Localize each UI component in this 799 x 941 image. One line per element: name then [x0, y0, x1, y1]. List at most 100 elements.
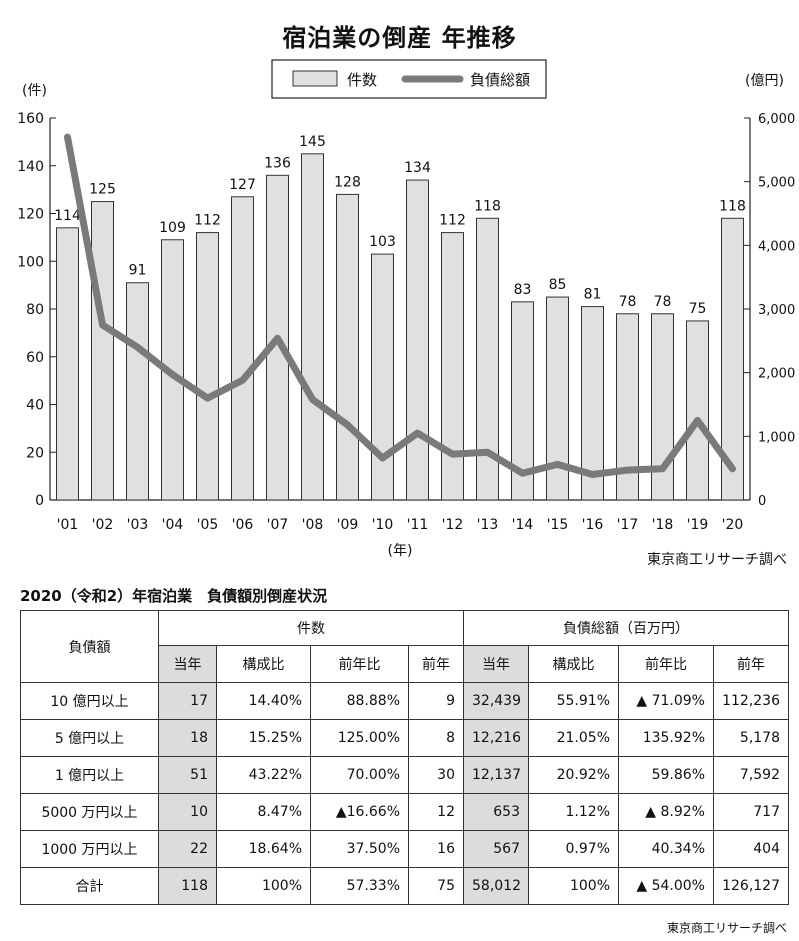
- table-cell: 58,012: [463, 867, 529, 905]
- table-cell: ▲ 71.09%: [618, 682, 714, 720]
- line-point: [311, 398, 314, 401]
- subheader: 前年: [713, 645, 789, 683]
- table-cell: 10: [158, 793, 217, 831]
- x-tick-label: '16: [582, 517, 604, 533]
- bar-data-label: 91: [129, 263, 147, 279]
- bar-data-label: 128: [334, 174, 361, 190]
- x-tick-label: '06: [232, 517, 254, 533]
- tick-label-left: 160: [17, 111, 44, 127]
- table-row: 1000 万円以上 22 18.64% 37.50% 16 567 0.97% 40.34% 4…: [20, 830, 789, 868]
- table-cell: 51: [158, 756, 217, 794]
- table-cell: 7,592: [713, 756, 789, 794]
- x-tick-label: '11: [407, 517, 429, 533]
- x-tick-label: '20: [722, 517, 744, 533]
- row-label: 1000 万円以上: [20, 830, 159, 868]
- group-debt-header: 負債総額（百万円）: [463, 610, 789, 646]
- debt-table: 負債額 件数 負債総額（百万円） 当年 構成比 前年比 前年 当年 構成比 前年…: [20, 610, 789, 905]
- x-tick-label: '09: [337, 517, 359, 533]
- bar: [56, 227, 79, 501]
- row-label: 10 億円以上: [20, 682, 159, 720]
- x-tick-label: '08: [302, 517, 324, 533]
- table-cell: 0.97%: [528, 830, 619, 868]
- bar-data-label: 78: [619, 294, 637, 310]
- line-point: [136, 346, 139, 349]
- line-point: [171, 373, 174, 376]
- bar: [336, 193, 359, 501]
- x-tick-label: '14: [512, 517, 534, 533]
- table-cell: 21.05%: [528, 719, 619, 757]
- bar: [301, 153, 324, 501]
- table-cell: 125.00%: [310, 719, 409, 757]
- x-tick-label: '07: [267, 517, 289, 533]
- table-cell: 8.47%: [216, 793, 311, 831]
- table-cell: 55.91%: [528, 682, 619, 720]
- bar: [441, 232, 464, 501]
- bar: [546, 296, 569, 501]
- bar-data-label: 83: [514, 282, 532, 298]
- table-cell: 57.33%: [310, 867, 409, 905]
- bar: [581, 306, 604, 501]
- row-label: 1 億円以上: [20, 756, 159, 794]
- bar: [511, 301, 534, 501]
- tick-label-left: 40: [26, 398, 44, 414]
- line-point: [696, 419, 699, 422]
- tick-label-left: 0: [35, 493, 44, 509]
- bar: [231, 196, 254, 501]
- bar: [721, 217, 744, 501]
- bar: [651, 313, 674, 501]
- line-point: [591, 473, 594, 476]
- y-axis-label-left: (件): [22, 83, 47, 99]
- table-row: 1 億円以上 51 43.22% 70.00% 30 12,137 20.92% 59.86%…: [20, 756, 789, 794]
- table-cell: ▲ 54.00%: [618, 867, 714, 905]
- x-tick-label: '15: [547, 517, 569, 533]
- table-cell: 653: [463, 793, 529, 831]
- bar-data-label: 112: [439, 213, 466, 229]
- table-row: 5 億円以上 18 15.25% 125.00% 8 12,216 21.05% 135.92…: [20, 719, 789, 757]
- table-cell: 30: [408, 756, 464, 794]
- bar-data-label: 78: [654, 294, 672, 310]
- bar-data-label: 103: [369, 234, 396, 250]
- bar-data-label: 136: [264, 155, 291, 171]
- bar: [476, 217, 499, 501]
- table-cell: 75: [408, 867, 464, 905]
- line-point: [66, 136, 69, 139]
- line-point: [276, 337, 279, 340]
- table-row: 5000 万円以上 10 8.47% ▲16.66% 12 653 1.12% ▲ 8.92%…: [20, 793, 789, 831]
- bar: [406, 179, 429, 501]
- tick-label-left: 60: [26, 350, 44, 366]
- table-cell: 100%: [528, 867, 619, 905]
- table-cell: 8: [408, 719, 464, 757]
- tick-label-left: 120: [17, 207, 44, 223]
- table-cell: ▲16.66%: [310, 793, 409, 831]
- legend-label-count: 件数: [347, 71, 377, 89]
- table-row: 10 億円以上 17 14.40% 88.88% 9 32,439 55.91% ▲ 71.0…: [20, 682, 789, 720]
- bar-data-label: 112: [194, 213, 221, 229]
- line-point: [241, 379, 244, 382]
- x-tick-label: '04: [162, 517, 184, 533]
- table-cell: 126,127: [713, 867, 789, 905]
- table-cell: 14.40%: [216, 682, 311, 720]
- tick-label-right: 0: [758, 494, 766, 509]
- table-cell: 12,216: [463, 719, 529, 757]
- subheader: 前年比: [618, 645, 714, 683]
- subheader: 構成比: [528, 645, 619, 683]
- x-tick-label: '17: [617, 517, 639, 533]
- x-tick-label: '18: [652, 517, 674, 533]
- table-cell: 717: [713, 793, 789, 831]
- table-cell: 22: [158, 830, 217, 868]
- bar: [91, 201, 114, 501]
- x-tick-label: '19: [687, 517, 709, 533]
- line-point: [521, 472, 524, 475]
- table-cell: 1.12%: [528, 793, 619, 831]
- subheader: 前年比: [310, 645, 409, 683]
- chart: 0 20 40 60 80 100 120 140 160 0 1,000 2,000 3,000 4,0…: [17, 59, 795, 559]
- subheader: 構成比: [216, 645, 311, 683]
- x-tick-label: '02: [92, 517, 114, 533]
- bar: [616, 313, 639, 501]
- bar-data-label: 109: [159, 220, 186, 236]
- x-tick-label: '03: [127, 517, 149, 533]
- debt-line: [64, 133, 736, 479]
- bar-data-label: 125: [89, 182, 116, 198]
- tick-label-left: 80: [26, 302, 44, 318]
- bar-data-label: 114: [54, 208, 81, 224]
